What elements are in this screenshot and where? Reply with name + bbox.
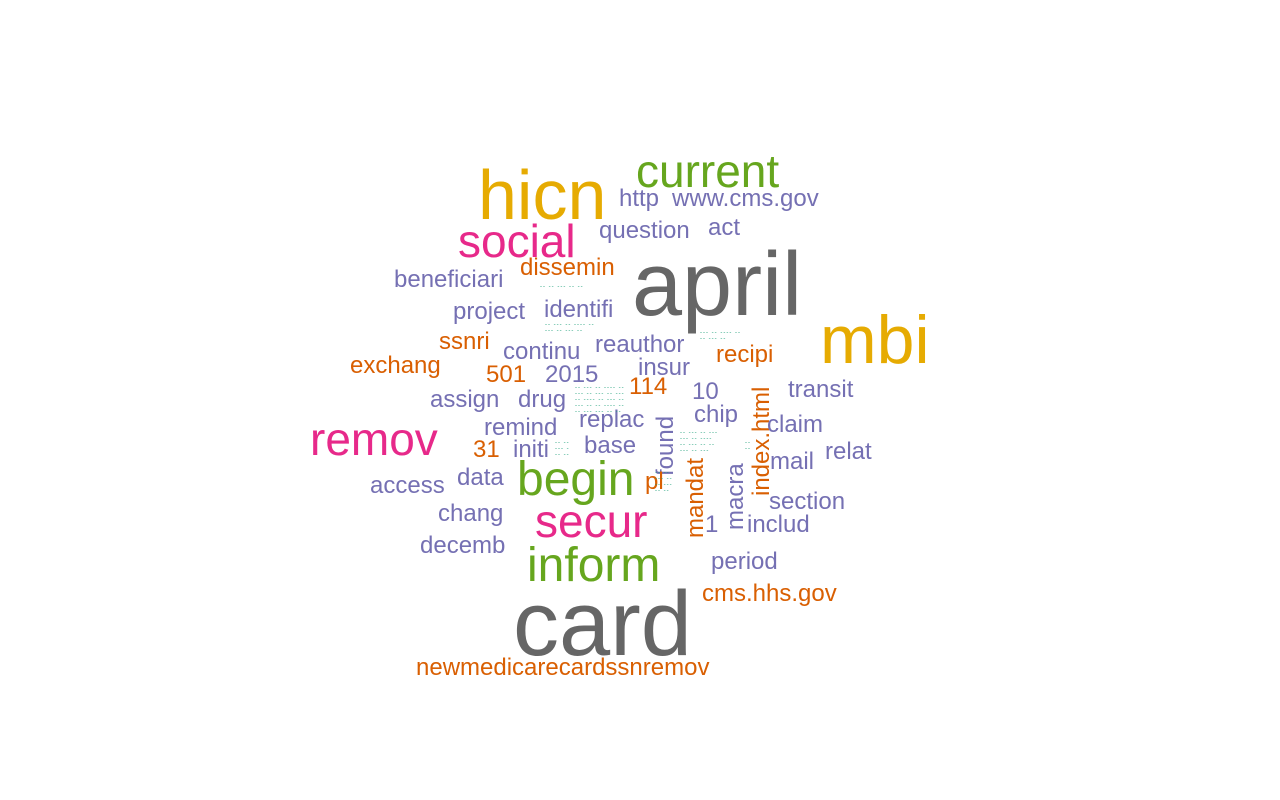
tiny-word-marks: -- --- -- ---- -- --- -- --- -- xyxy=(545,322,595,334)
word-31: 31 xyxy=(473,436,500,463)
word-includ: includ xyxy=(747,511,810,538)
word-project: project xyxy=(453,298,526,325)
word-2015: 2015 xyxy=(545,361,599,388)
word-drug: drug xyxy=(518,386,567,413)
word-replac: replac xyxy=(579,406,645,433)
word-access: access xyxy=(370,472,445,499)
word-claim: claim xyxy=(767,411,824,438)
word-pl: pl xyxy=(645,468,664,495)
tiny-word-marks: -- -- xyxy=(745,440,751,452)
word-chip: chip xyxy=(694,401,739,428)
word-ssnri: ssnri xyxy=(439,328,490,355)
word-beneficiari: beneficiari xyxy=(394,266,504,293)
word-newmedicarecardssnremov: newmedicarecardssnremov xyxy=(416,654,710,681)
word-social: social xyxy=(458,215,576,267)
word-relat: relat xyxy=(825,438,872,465)
word-chang: chang xyxy=(438,500,504,527)
word-www-cms-gov: www.cms.gov xyxy=(672,185,819,212)
tiny-word-marks: -- --- -- --- --- -- ---- -- --- -- -- --- … xyxy=(680,430,718,454)
word-base: base xyxy=(584,432,637,459)
word-act: act xyxy=(708,214,741,241)
word-reauthor: reauthor xyxy=(595,331,685,358)
word-april: april xyxy=(632,235,803,335)
word-macra: macra xyxy=(722,463,749,530)
tiny-word-marks: -- --- -- ---- -- --- -- --- -- --- -- ---… xyxy=(575,385,625,415)
word-current: current xyxy=(636,145,780,197)
word-card: card xyxy=(513,573,692,675)
word-mbi: mbi xyxy=(820,302,930,378)
word-10: 10 xyxy=(692,378,719,405)
word-period: period xyxy=(711,548,778,575)
word-recipi: recipi xyxy=(716,341,774,368)
word-continu: continu xyxy=(503,338,581,365)
tiny-word-marks: -- -- --- -- -- xyxy=(540,284,584,290)
word-question: question xyxy=(599,217,690,244)
word-exchang: exchang xyxy=(350,352,441,379)
word-inform: inform xyxy=(527,539,661,592)
word-dissemin: dissemin xyxy=(520,254,615,281)
word-remov: remov xyxy=(310,413,438,465)
word-114: 114 xyxy=(629,373,668,400)
word-section: section xyxy=(769,488,846,515)
word-insur: insur xyxy=(638,354,691,381)
word-transit: transit xyxy=(788,376,854,403)
word-initi: initi xyxy=(513,436,550,463)
word-hicn: hicn xyxy=(478,156,607,234)
word-assign: assign xyxy=(430,386,500,413)
word-http: http xyxy=(619,185,660,212)
word-cms-hhs-gov: cms.hhs.gov xyxy=(702,580,837,607)
word-data: data xyxy=(457,464,504,491)
tiny-word-marks: -- -- --- - -- -- xyxy=(555,440,570,458)
word-begin: begin xyxy=(517,453,635,506)
word-remind: remind xyxy=(484,414,558,441)
tiny-word-marks: --- -- ---- -- -- --- -- xyxy=(700,330,741,342)
word-secur: secur xyxy=(535,495,648,547)
word-mail: mail xyxy=(770,448,815,475)
tiny-word-marks: -- -- --- -- -- --- -- -- xyxy=(655,470,673,494)
word-decemb: decemb xyxy=(420,532,506,559)
word-1: 1 xyxy=(705,511,719,538)
word-identifi: identifi xyxy=(544,296,614,323)
word-501: 501 xyxy=(486,361,527,388)
